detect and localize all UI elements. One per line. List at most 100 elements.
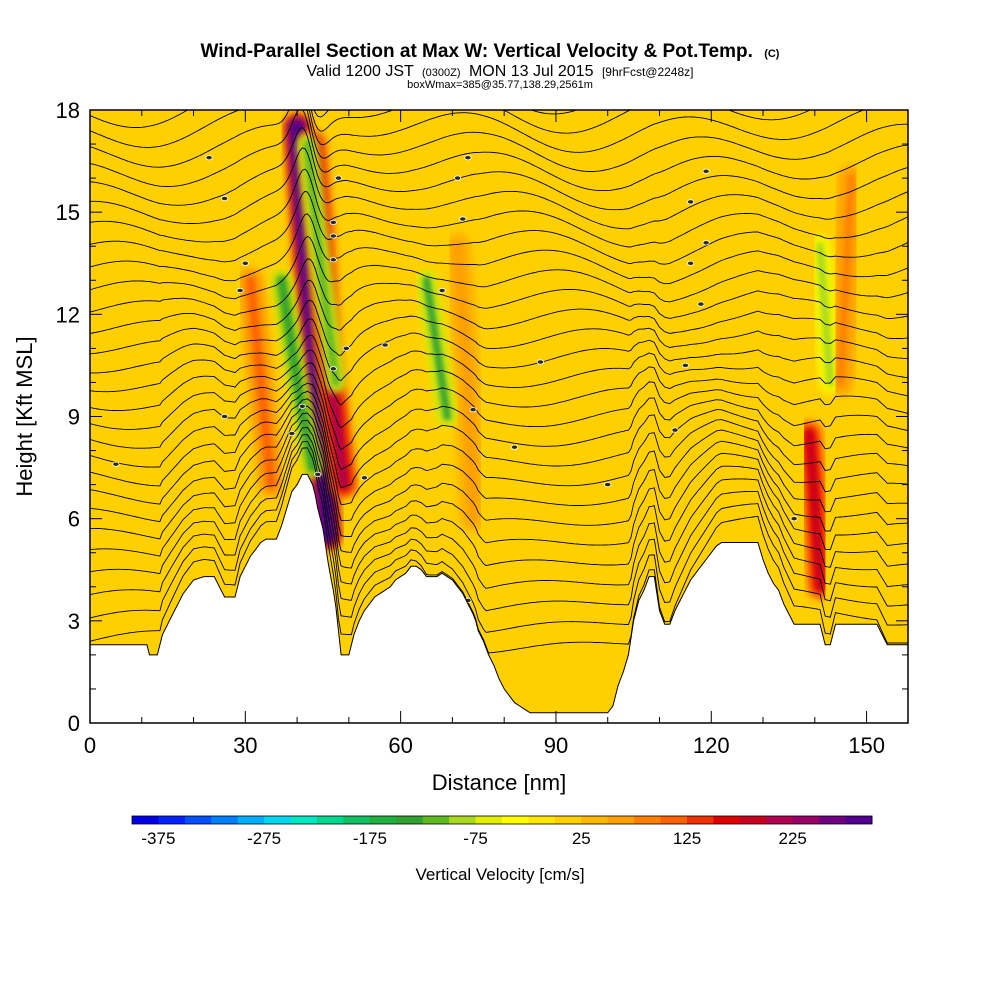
contour-label-19 [459,216,467,222]
theta-contour-3 [90,426,908,589]
contour-label-28 [697,301,705,307]
contour-label-29 [686,260,695,266]
x-tick-label-120: 120 [693,733,730,758]
contour-label-21 [464,155,472,161]
colorbar-swatch-5 [264,816,291,824]
theta-contour-11 [90,362,908,451]
contour-label-27 [681,362,690,368]
colorbar-tick-label-225: 225 [779,829,807,848]
contour-label-4 [236,287,244,294]
contour-label-24 [536,359,545,365]
terrain [90,473,908,723]
y-tick-label-0: 0 [68,711,80,736]
vertical-velocity-shading [236,113,866,601]
x-tick-label-60: 60 [388,733,412,758]
contour-label-25 [604,481,612,488]
theta-contour-25 [90,110,908,172]
updraft-core-2-level-3 [247,276,275,489]
colorbar-swatch-26 [819,816,846,824]
y-tick-label-9: 9 [68,405,80,430]
chart-title-copyright: (C) [764,48,780,60]
contour-label-30 [702,240,710,246]
colorbar-swatch-7 [317,816,344,824]
colorbar-tick-label-125: 125 [673,829,701,848]
updraft-core-4-level-3 [837,174,855,386]
colorbar-swatch-22 [713,816,741,824]
colorbar-swatch-21 [687,816,714,824]
updraft-core-5-level-3 [454,242,477,523]
contour-label-20 [453,175,462,181]
y-tick-label-12: 12 [56,302,80,327]
theta-contour-27 [90,110,812,134]
colorbar-swatch-11 [422,816,450,824]
colorbar-tick-label--175: -175 [353,829,387,848]
theta-contour-20 [90,190,908,265]
colorbar-swatch-2 [184,816,212,824]
potential-temperature-contours [90,110,908,654]
colorbar-swatch-15 [528,816,556,824]
colorbar-swatch-14 [502,816,529,824]
contour-label-13 [329,233,337,239]
colorbar-swatch-10 [396,816,424,824]
colorbar-swatch-6 [290,816,318,824]
colorbar-swatch-19 [634,816,661,824]
subtitle-date: MON 13 Jul 2015 [469,63,594,80]
colorbar: -375 -275 -175 -75 25 125 225 [131,815,873,848]
theta-contour-6 [90,405,908,537]
colorbar-tick-label--375: -375 [141,829,175,848]
theta-contour-4 [90,419,908,569]
subtitle-valid: Valid 1200 JST [307,63,415,80]
chart-subtitle: Valid 1200 JST (0300Z) MON 13 Jul 2015 [… [307,63,694,80]
colorbar-swatch-0 [132,816,159,824]
colorbar-swatch-20 [660,816,688,824]
colorbar-swatch-8 [343,816,371,824]
contour-label-0 [112,461,120,467]
theta-contour-13 [90,334,908,406]
colorbar-swatch-1 [158,816,186,824]
theta-contour-9 [90,382,908,489]
theta-contour-21 [90,168,908,248]
contour-label-7 [205,155,213,161]
theta-contour-0 [90,447,908,654]
colorbar-swatch-27 [845,816,873,824]
box-info: boxWmax=385@35.77,138.29,2561m [407,79,593,91]
x-tick-label-90: 90 [544,733,568,758]
plot-area [90,110,908,723]
colorbar-label: Vertical Velocity [cm/s] [415,865,584,884]
contour-label-12 [329,257,337,263]
contour-label-26 [671,427,679,433]
contour-label-31 [686,199,695,205]
y-tick-label-15: 15 [56,200,80,225]
colorbar-frame [131,815,873,825]
chart-title: Wind-Parallel Section at Max W: Vertical… [201,41,780,62]
contour-label-6 [221,195,229,202]
contour-label-18 [438,287,446,294]
x-axis-label: Distance [nm] [432,770,567,795]
contour-label-5 [241,260,249,266]
subtitle-fcst: [9hrFcst@2248z] [602,65,694,79]
theta-contour-1 [90,440,908,633]
contour-label-23 [510,444,519,450]
theta-contour-22 [90,147,908,230]
colorbar-tick-label--275: -275 [247,829,281,848]
contour-label-33 [790,516,798,522]
x-tick-label-0: 0 [84,733,96,758]
contour-label-17 [381,342,389,348]
subtitle-utc: (0300Z) [422,67,461,79]
colorbar-swatch-18 [607,816,635,824]
contour-label-1 [221,413,229,420]
updraft-core-3-level-3 [806,430,824,591]
theta-contour-5 [90,412,908,553]
theta-contour-17 [90,258,908,320]
theta-contour-16 [90,279,908,339]
theta-contour-15 [90,299,908,359]
contour-label-2 [288,430,296,437]
colorbar-swatch-25 [792,816,820,824]
downdraft-core-0-level-2 [278,276,317,472]
colorbar-swatch-13 [475,816,503,824]
theta-contour-19 [90,213,908,285]
theta-contour-24 [90,110,908,192]
contour-label-22 [469,407,477,413]
axes: 0 3 6 9 12 15 18 0 30 60 90 120 150 [56,98,908,758]
